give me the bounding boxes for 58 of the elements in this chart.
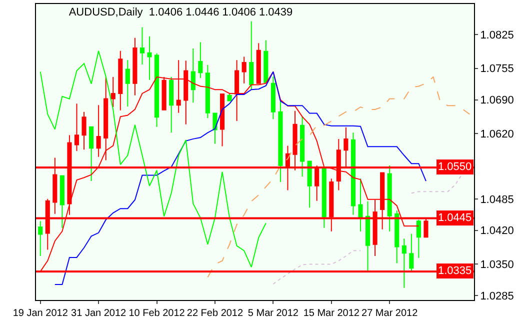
candlestick: [270, 76, 276, 120]
y-tick-label: 1.0485: [480, 194, 514, 206]
candlestick: [125, 60, 130, 108]
candlestick: [212, 112, 218, 144]
candlestick: [394, 210, 400, 264]
candlestick: [242, 56, 246, 84]
candlestick: [190, 48, 196, 104]
chart-title: AUDUSD,Daily 1.0406 1.0446 1.0406 1.0439: [68, 6, 293, 19]
candlestick: [205, 64, 210, 119]
y-tick-label: 1.0420: [480, 225, 514, 238]
candlestick: [82, 111, 86, 150]
x-tick-label: 22 Feb 2012: [186, 308, 244, 319]
x-tick-label: 5 Mar 2012: [248, 308, 299, 319]
x-tick-label: 10 Feb 2012: [128, 308, 186, 319]
candlestick: [89, 126, 94, 182]
candlestick: [300, 116, 305, 178]
candlestick: [350, 132, 356, 216]
y-tick-label: 1.0690: [480, 94, 514, 107]
candlestick: [162, 76, 166, 110]
y-tick-label: 1.0350: [480, 259, 514, 272]
candlestick: [322, 166, 326, 228]
candlestick: [402, 238, 406, 288]
y-tick-label: 1.0285: [480, 290, 514, 302]
candlestick: [118, 50, 123, 111]
candlestick: [140, 26, 145, 65]
candlestick: [365, 200, 370, 273]
y-tick-label: 1.0825: [480, 29, 514, 42]
x-tick-label: 27 Mar 2012: [362, 308, 418, 319]
candlestick: [132, 37, 138, 96]
y-tick-label: 1.0755: [480, 63, 514, 76]
ref-line-label: 1.0335: [438, 265, 472, 277]
candlestick: [154, 52, 160, 128]
x-tick-label: 19 Jan 2012: [12, 308, 68, 319]
x-tick-label: 15 Mar 2012: [303, 308, 360, 319]
line-series: [40, 50, 266, 268]
candlestick: [110, 76, 116, 108]
candlestick: [307, 160, 312, 208]
candlestick: [74, 103, 80, 152]
candlestick: [38, 220, 43, 256]
candlestick: [60, 175, 64, 228]
line-series: [207, 76, 470, 278]
x-tick-label: 31 Jan 2012: [71, 308, 127, 319]
ref-line-label: 1.0550: [438, 161, 472, 173]
candlestick: [409, 233, 414, 273]
candlestick: [264, 40, 268, 83]
candlestick: [358, 178, 363, 232]
candlestick: [249, 20, 254, 90]
candlestick: [169, 76, 174, 134]
candlestick: [198, 42, 203, 78]
y-tick-label: 1.0620: [480, 128, 514, 140]
candlestick: [416, 219, 421, 258]
candlestick: [387, 165, 392, 232]
candlestick: [96, 104, 101, 158]
candlestick: [278, 100, 283, 182]
candlestick: [104, 76, 108, 161]
ref-line-label: 1.0445: [438, 212, 472, 224]
candlestick: [147, 36, 152, 80]
candlestick: [220, 93, 225, 147]
